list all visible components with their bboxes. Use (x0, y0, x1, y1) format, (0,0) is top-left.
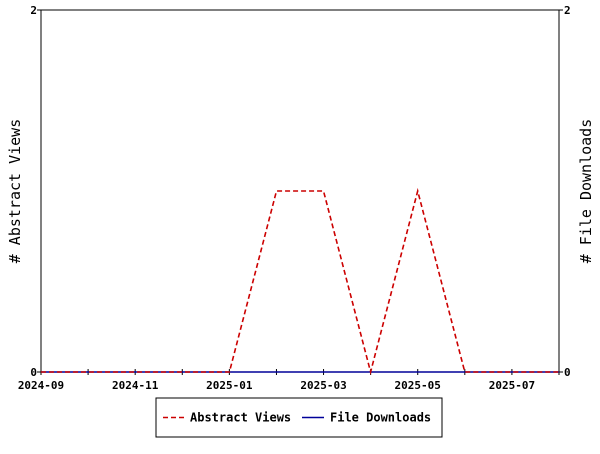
legend-label: File Downloads (330, 411, 431, 425)
plot-frame (40, 9, 560, 373)
x-tick-label: 2024-09 (18, 379, 64, 392)
x-tick-label: 2025-03 (300, 379, 346, 392)
ticks-layer: 2024-09 2024-11 2025-01 2025-03 2025-05 2025-… (18, 4, 571, 392)
y-right-axis-title: # File Downloads (577, 119, 595, 264)
series-line-abstract-views (41, 187, 559, 376)
legend-label: Abstract Views (190, 411, 291, 425)
x-tick-label: 2024-11 (112, 379, 159, 392)
y-left-tick-label: 2 (30, 4, 37, 17)
x-tick-label: 2025-01 (206, 379, 253, 392)
series-layer (41, 187, 559, 376)
axes-layer: # Abstract Views # File Downloads (6, 9, 595, 373)
x-tick-label: 2025-07 (489, 379, 535, 392)
legend: Abstract Views File Downloads (155, 397, 443, 438)
y-right-tick-label: 2 (564, 4, 571, 17)
x-tick-label: 2025-05 (395, 379, 441, 392)
y-left-axis-title: # Abstract Views (6, 119, 24, 264)
y-left-tick-label: 0 (30, 366, 37, 379)
legend-box (155, 397, 443, 438)
y-right-tick-label: 0 (564, 366, 571, 379)
